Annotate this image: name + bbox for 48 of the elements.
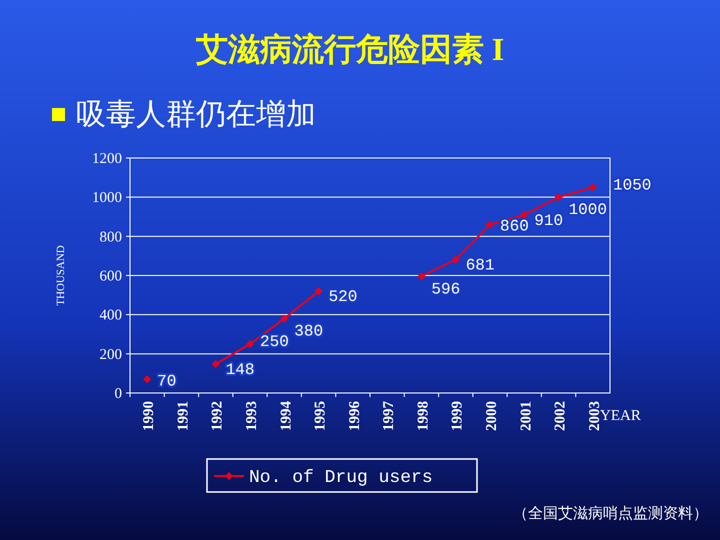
data-label: 250 [260,333,289,352]
x-tick-label: 1999 [450,401,466,431]
x-tick-label: 1995 [312,401,329,431]
x-tick-label: 1992 [210,401,226,431]
x-tick-label: 1991 [175,401,192,431]
y-tick-label: 0 [114,386,122,402]
x-tick-label: 1997 [381,400,398,431]
data-label: 70 [157,372,176,390]
y-tick-label: 400 [100,308,122,324]
data-label: 910 [534,212,564,230]
x-tick-label: 1990 [141,401,158,431]
chart-subtitle: 吸毒人群仍在增加 [76,98,316,131]
point [212,360,220,368]
y-tick-label: 600 [100,268,122,284]
point [452,256,460,264]
x-tick-label: 2002 [552,401,569,431]
x-tick-label: 2001 [518,401,534,431]
point [417,272,426,280]
y-axis-title: THOUSAND [55,245,67,306]
data-label: 860 [500,218,529,236]
data-label: 380 [294,322,324,341]
data-label: 148 [226,361,255,380]
x-tick-label: 1993 [244,401,260,431]
text: （全国艾滋病哨点监测资料） [513,505,708,522]
data-label: 596 [431,280,460,298]
y-tick-label: 800 [100,229,122,246]
data-label: 520 [328,288,358,306]
data-label: 681 [466,256,495,275]
point [280,314,288,323]
point [246,340,254,348]
point [486,220,494,229]
x-axis-title: YEAR [600,408,641,424]
chart-title: 艾滋病流行危险因素 I [194,31,504,67]
point [143,375,152,384]
y-tick-label: 1200 [92,151,122,167]
data-label: 1050 [613,176,652,194]
point [554,193,563,202]
point [520,210,528,219]
data-label: 1000 [568,201,607,220]
point [314,287,323,296]
x-tick-label: 1998 [415,401,432,431]
x-tick-label: 2000 [484,401,500,431]
y-tick-label: 1000 [92,190,122,206]
x-tick-label: 1994 [278,400,294,431]
y-tick-label: 200 [100,346,122,363]
legend-label: No. of Drug users [249,468,433,488]
x-tick-label: 1996 [346,400,363,431]
point [588,183,597,192]
